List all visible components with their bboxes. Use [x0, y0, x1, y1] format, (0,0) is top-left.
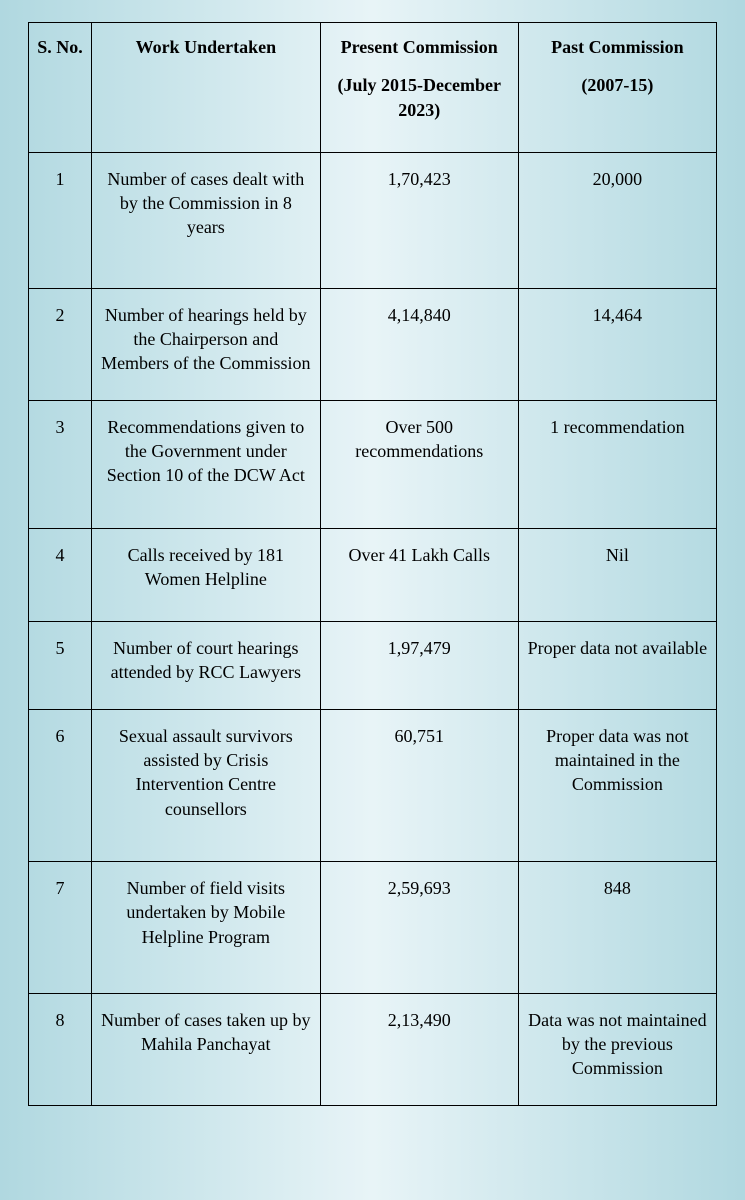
cell-sno: 4 — [29, 528, 92, 622]
cell-past: Data was not maintained by the previous … — [518, 993, 716, 1105]
cell-past: 1 recommendation — [518, 400, 716, 528]
cell-past: 848 — [518, 861, 716, 993]
col-sno: S. No. — [29, 23, 92, 153]
cell-sno: 6 — [29, 709, 92, 861]
table-row: 1 Number of cases dealt with by the Comm… — [29, 152, 717, 288]
cell-present: 2,13,490 — [320, 993, 518, 1105]
table-row: 5 Number of court hearings attended by R… — [29, 622, 717, 710]
col-past: Past Commission (2007-15) — [518, 23, 716, 153]
cell-past: 14,464 — [518, 288, 716, 400]
cell-sno: 2 — [29, 288, 92, 400]
cell-sno: 8 — [29, 993, 92, 1105]
table-body: 1 Number of cases dealt with by the Comm… — [29, 152, 717, 1105]
col-work: Work Undertaken — [92, 23, 321, 153]
cell-work: Recommendations given to the Government … — [92, 400, 321, 528]
cell-work: Sexual assault survivors assisted by Cri… — [92, 709, 321, 861]
table-header-row: S. No. Work Undertaken Present Commissio… — [29, 23, 717, 153]
cell-present: 1,70,423 — [320, 152, 518, 288]
cell-past: 20,000 — [518, 152, 716, 288]
cell-work: Number of cases taken up by Mahila Panch… — [92, 993, 321, 1105]
col-present-main: Present Commission — [341, 37, 498, 57]
cell-work: Number of field visits undertaken by Mob… — [92, 861, 321, 993]
cell-sno: 5 — [29, 622, 92, 710]
cell-present: Over 500 recommendations — [320, 400, 518, 528]
table-row: 6 Sexual assault survivors assisted by C… — [29, 709, 717, 861]
table-row: 8 Number of cases taken up by Mahila Pan… — [29, 993, 717, 1105]
cell-present: 4,14,840 — [320, 288, 518, 400]
cell-past: Proper data not available — [518, 622, 716, 710]
table-row: 3 Recommendations given to the Governmen… — [29, 400, 717, 528]
cell-present: Over 41 Lakh Calls — [320, 528, 518, 622]
cell-work: Number of cases dealt with by the Commis… — [92, 152, 321, 288]
cell-present: 2,59,693 — [320, 861, 518, 993]
cell-work: Calls received by 181 Women Helpline — [92, 528, 321, 622]
cell-sno: 3 — [29, 400, 92, 528]
cell-sno: 1 — [29, 152, 92, 288]
cell-present: 60,751 — [320, 709, 518, 861]
cell-past: Proper data was not maintained in the Co… — [518, 709, 716, 861]
table-row: 4 Calls received by 181 Women Helpline O… — [29, 528, 717, 622]
cell-past: Nil — [518, 528, 716, 622]
col-past-main: Past Commission — [551, 37, 684, 57]
table-row: 7 Number of field visits undertaken by M… — [29, 861, 717, 993]
table-row: 2 Number of hearings held by the Chairpe… — [29, 288, 717, 400]
col-present-sub: (July 2015-December 2023) — [327, 73, 512, 122]
col-past-sub: (2007-15) — [525, 73, 710, 97]
cell-present: 1,97,479 — [320, 622, 518, 710]
cell-work: Number of hearings held by the Chairpers… — [92, 288, 321, 400]
commission-comparison-table: S. No. Work Undertaken Present Commissio… — [28, 22, 717, 1106]
cell-work: Number of court hearings attended by RCC… — [92, 622, 321, 710]
cell-sno: 7 — [29, 861, 92, 993]
col-present: Present Commission (July 2015-December 2… — [320, 23, 518, 153]
